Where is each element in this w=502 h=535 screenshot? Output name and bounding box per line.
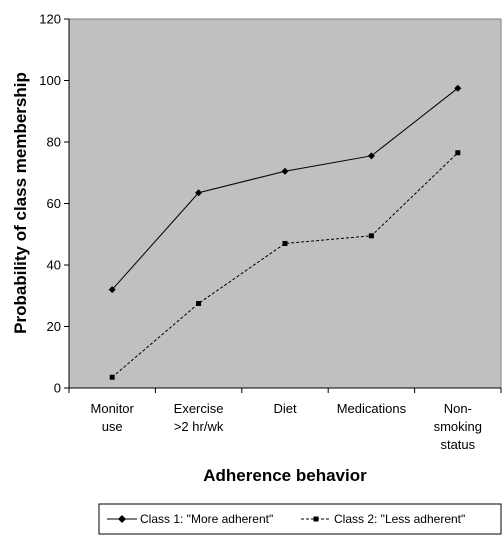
y-tick-label: 40 xyxy=(47,258,61,273)
x-category-label: Monitor use xyxy=(91,401,135,434)
y-tick-label: 20 xyxy=(47,319,61,334)
y-tick-label: 60 xyxy=(47,196,61,211)
plot-area xyxy=(68,18,502,389)
x-category-label-line: Medications xyxy=(337,401,407,416)
data-point-class-2 xyxy=(455,150,461,156)
legend-marker-class-1 xyxy=(118,515,126,523)
data-point-class-2 xyxy=(109,374,115,380)
legend-item-class-2: Class 2: "Less adherent" xyxy=(301,512,465,526)
data-point-class-1 xyxy=(367,152,375,160)
x-category-label-line: status xyxy=(440,437,475,452)
x-category-label-line: Non- xyxy=(444,401,472,416)
x-axis-title: Adherence behavior xyxy=(203,466,367,485)
data-point-class-2 xyxy=(196,300,202,306)
legend-label-class-1: Class 1: "More adherent" xyxy=(140,512,273,526)
x-category-label: Non-smoking status xyxy=(434,401,482,452)
legend-marker-class-2 xyxy=(313,516,319,522)
legend-item-class-1: Class 1: "More adherent" xyxy=(107,512,273,526)
x-category-label: Exercise >2 hr/wk xyxy=(174,401,224,434)
y-tick-label: 100 xyxy=(39,73,61,88)
series-line-class-2 xyxy=(111,152,459,378)
data-point-class-2 xyxy=(368,233,374,239)
legend-box xyxy=(98,503,502,535)
x-category-label-line: smoking xyxy=(434,419,482,434)
y-axis-title: Probability of class membership xyxy=(11,72,30,334)
legend: Class 1: "More adherent" Class 2: "Less … xyxy=(98,503,502,535)
y-tick-label: 120 xyxy=(39,12,61,27)
x-category-label-line: Monitor xyxy=(91,401,135,416)
x-category-label-line: Exercise xyxy=(174,401,224,416)
x-category-label: Medications xyxy=(337,401,407,416)
data-point-class-2 xyxy=(282,240,288,246)
x-axis-ticks: Monitor use Exercise >2 hr/wk Diet Medication… xyxy=(68,388,502,452)
data-point-class-1 xyxy=(108,286,116,294)
data-point-class-1 xyxy=(195,189,203,197)
y-tick-label: 80 xyxy=(47,135,61,150)
x-category-label-line: >2 hr/wk xyxy=(174,419,224,434)
series-layer xyxy=(108,84,462,380)
x-category-label-line: use xyxy=(102,419,123,434)
x-category-label-line: Diet xyxy=(273,401,297,416)
legend-label-class-2: Class 2: "Less adherent" xyxy=(334,512,465,526)
x-category-label: Diet xyxy=(273,401,297,416)
data-point-class-1 xyxy=(454,84,462,92)
y-tick-label: 0 xyxy=(54,381,61,396)
data-point-class-1 xyxy=(281,167,289,175)
y-axis-ticks: 0 20 40 60 80 100 120 xyxy=(39,12,69,396)
